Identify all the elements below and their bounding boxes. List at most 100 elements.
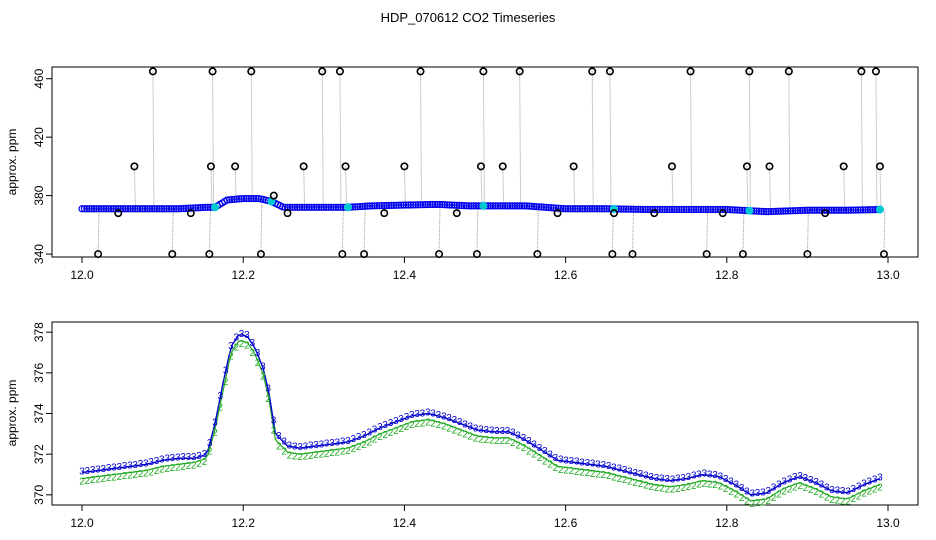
bottom-series-3-marker: 3	[521, 433, 527, 444]
top-baseline-point	[296, 203, 304, 211]
top-y-axis-label: approx. ppm	[5, 129, 19, 196]
bottom-series-2-marker: 2	[132, 470, 138, 481]
bottom-series-2-marker: 2	[856, 491, 862, 502]
top-baseline-point	[97, 205, 105, 213]
bottom-series-2-marker: 2	[468, 431, 474, 442]
top-baseline-point	[854, 206, 862, 214]
bottom-series-3-marker: 3	[484, 425, 490, 436]
top-baseline-point	[687, 205, 695, 214]
bottom-series-3-marker: 3	[175, 452, 181, 463]
top-baseline-point	[489, 202, 497, 210]
top-outlier-drop-line	[303, 166, 306, 208]
top-baseline-point	[375, 202, 384, 210]
top-baseline-point	[574, 205, 582, 213]
top-baseline-point	[467, 202, 475, 210]
top-outlier-point	[718, 209, 727, 218]
bottom-y-tick-label: 370	[32, 485, 46, 505]
top-outlier-drop-line	[482, 71, 485, 206]
top-outlier-drop-line	[748, 71, 751, 211]
bottom-series-3-line	[81, 334, 881, 496]
top-baseline-point	[102, 205, 110, 213]
bottom-series-2-marker: 2	[457, 427, 463, 438]
bottom-series-2-marker: 2	[553, 463, 559, 474]
top-baseline-point	[508, 202, 517, 210]
bottom-series-2-marker: 2	[452, 425, 458, 436]
top-outlier-drop-line	[690, 71, 693, 210]
bottom-series-3-marker: 3	[79, 466, 85, 477]
top-baseline-point	[663, 205, 671, 214]
bottom-series-3-marker: 3	[85, 466, 91, 477]
bottom-series-2-marker: 2	[569, 466, 575, 477]
top-outlier-drop-line	[321, 71, 324, 208]
top-outlier-drop-line	[171, 208, 174, 255]
top-baseline-point	[632, 205, 640, 213]
bottom-series-2-marker: 2	[441, 421, 447, 432]
bottom-series-3-marker: 3	[377, 422, 383, 433]
top-outlier-point	[472, 250, 481, 259]
top-baseline-point	[528, 202, 536, 210]
top-outlier-drop-line	[260, 198, 263, 255]
top-baseline-point	[680, 205, 688, 214]
top-baseline-point	[416, 201, 425, 209]
top-baseline-point	[399, 201, 408, 209]
top-baseline-point	[496, 202, 504, 210]
top-baseline-point	[78, 205, 86, 213]
top-y-tick-label: 420	[32, 127, 46, 147]
bottom-series-3-marker: 3	[489, 426, 495, 437]
bottom-y-tick-label: 376	[32, 363, 46, 383]
top-baseline-point	[90, 205, 98, 213]
top-baseline-point	[503, 202, 512, 210]
bottom-series-2-marker: 2	[207, 447, 213, 458]
top-baseline-point	[578, 205, 587, 213]
bottom-series-2-marker: 2	[265, 394, 271, 405]
top-outlier-point	[569, 162, 578, 171]
bottom-x-tick-label: 12.2	[232, 516, 256, 530]
bottom-series-3-marker: 3	[164, 454, 170, 465]
bottom-series-2-marker: 2	[489, 436, 495, 447]
bottom-series-3-marker: 3	[90, 465, 96, 476]
bottom-series-2-marker: 2	[505, 436, 511, 447]
bottom-series-2-marker: 2	[356, 442, 362, 453]
bottom-series-2-marker: 2	[287, 450, 293, 461]
top-baseline-point	[431, 200, 439, 209]
bottom-series-3-marker: 3	[340, 437, 346, 448]
top-baseline-point	[124, 205, 132, 213]
top-baseline-point	[532, 203, 541, 211]
top-baseline-point	[245, 194, 253, 203]
top-outlier-drop-line	[502, 166, 505, 206]
bottom-series-2-marker: 2	[659, 484, 665, 495]
top-baseline-point	[196, 204, 205, 212]
top-baseline-highlight-point	[479, 201, 488, 210]
top-baseline-point	[629, 205, 637, 213]
top-baseline-point	[588, 205, 596, 213]
bottom-series-3-marker: 3	[271, 416, 277, 427]
top-baseline-point	[458, 201, 466, 210]
bottom-series-3-marker: 3	[159, 454, 165, 465]
bottom-series-2-marker: 2	[212, 428, 218, 439]
bottom-series-2-marker: 2	[781, 486, 787, 497]
bottom-series-3-marker: 3	[276, 431, 282, 442]
top-baseline-point	[88, 205, 96, 213]
top-baseline-point	[554, 204, 562, 212]
top-baseline-point	[760, 207, 768, 216]
bottom-series-3-marker: 3	[313, 440, 319, 451]
top-baseline-point	[506, 202, 514, 210]
top-baseline-point	[199, 203, 207, 212]
bottom-series-3-marker: 3	[856, 481, 862, 492]
bottom-series-2-marker: 2	[558, 465, 564, 476]
top-baseline-point	[784, 207, 792, 215]
bottom-series-3-marker: 3	[366, 427, 372, 438]
bottom-series-2-marker: 2	[324, 449, 330, 460]
bottom-series-3-marker: 3	[436, 410, 442, 421]
bottom-series-3-marker: 3	[196, 451, 202, 462]
top-baseline-point	[547, 204, 555, 212]
top-baseline-point	[179, 204, 188, 213]
top-baseline-point	[767, 207, 775, 216]
bottom-series-3-marker: 3	[425, 408, 431, 419]
top-outlier-point	[269, 191, 278, 200]
top-baseline-point	[861, 206, 870, 214]
top-baseline-point	[356, 202, 364, 211]
top-outlier-drop-line	[234, 166, 237, 200]
bottom-series-3-marker: 3	[797, 471, 803, 482]
